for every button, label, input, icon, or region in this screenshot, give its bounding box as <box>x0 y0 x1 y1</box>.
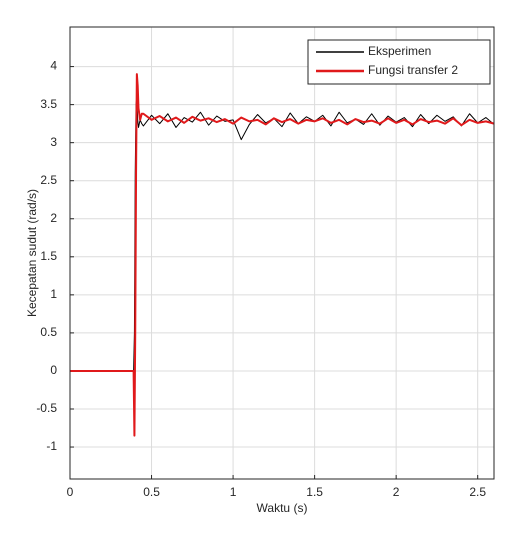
y-tick-label: 2 <box>50 211 57 225</box>
y-tick-label: 1.5 <box>40 249 57 263</box>
grid <box>69 27 494 479</box>
y-tick-label: 3.5 <box>40 97 57 111</box>
y-tick-label: 2.5 <box>40 173 57 187</box>
y-tick-label: -0.5 <box>36 401 57 415</box>
y-tick-label: 0.5 <box>40 325 57 339</box>
legend-box <box>307 39 491 85</box>
x-tick-label: 0.5 <box>143 485 160 499</box>
y-tick-label: 4 <box>50 59 57 73</box>
x-axis-label: Waktu (s) <box>257 501 308 515</box>
legend-label: Eksperimen <box>368 44 431 58</box>
y-tick-label: 3 <box>50 135 57 149</box>
x-tick-label: 2 <box>393 485 400 499</box>
y-axis-label: Kecepatan sudut (rad/s) <box>25 189 39 317</box>
legend-label: Fungsi transfer 2 <box>368 63 458 77</box>
plot-frame <box>69 26 495 480</box>
legend: Eksperimen Fungsi transfer 2 <box>307 39 491 85</box>
x-tick-label: 1 <box>230 485 237 499</box>
x-tick-label: 0 <box>67 485 74 499</box>
x-tick-label: 2.5 <box>469 485 486 499</box>
x-tick-label: 1.5 <box>306 485 323 499</box>
series-line <box>70 73 495 437</box>
y-tick-label: 1 <box>50 287 57 301</box>
plot-lines <box>70 73 495 437</box>
y-tick-label: 0 <box>50 363 57 377</box>
series-line <box>70 96 495 372</box>
y-tick-label: -1 <box>46 439 57 453</box>
